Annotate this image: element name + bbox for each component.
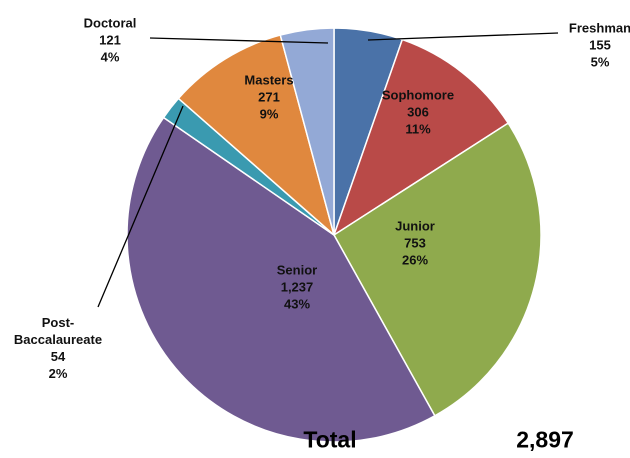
slice-label: Sophomore 306 11%	[368, 87, 468, 138]
slice-label: Senior 1,237 43%	[252, 262, 342, 313]
slice-label: Junior 753 26%	[370, 218, 460, 269]
slice-label: Freshman 155 5%	[555, 20, 630, 71]
category-label: Sophomore	[381, 87, 455, 103]
category-label: Post-Baccalaureate	[13, 315, 103, 347]
percent-label: 4%	[100, 49, 120, 65]
category-label: Doctoral	[83, 15, 137, 31]
total-label: Total	[303, 426, 357, 453]
percent-label: 26%	[401, 252, 429, 268]
percent-label: 43%	[283, 296, 311, 312]
leader-line	[97, 105, 184, 308]
value-label: 1,237	[280, 279, 314, 295]
category-label: Junior	[395, 218, 435, 234]
leader-line	[367, 32, 559, 41]
percent-label: 9%	[259, 106, 279, 122]
value-label: 54	[50, 349, 66, 364]
slice-label: Masters 271 9%	[224, 72, 314, 123]
slice-label: Post-Baccalaureate 54 2%	[8, 314, 108, 382]
value-label: 155	[589, 37, 611, 53]
category-label: Freshman	[568, 20, 630, 36]
value-label: 121	[99, 32, 121, 48]
pie-slice	[332, 38, 510, 237]
leader-line	[149, 37, 329, 44]
pie-slice	[279, 27, 335, 236]
category-label: Senior	[276, 262, 318, 278]
value-label: 271	[258, 89, 280, 105]
pie-slice	[126, 116, 436, 443]
percent-label: 5%	[590, 54, 610, 70]
total-value: 2,897	[516, 426, 574, 453]
percent-label: 2%	[48, 366, 68, 381]
slice-label: Doctoral 121 4%	[65, 15, 155, 66]
pie-slice	[333, 122, 542, 417]
pie-slice	[177, 34, 336, 238]
percent-label: 11%	[405, 121, 431, 137]
category-label: Masters	[244, 72, 294, 88]
value-label: 306	[407, 104, 429, 120]
value-label: 753	[404, 235, 426, 251]
